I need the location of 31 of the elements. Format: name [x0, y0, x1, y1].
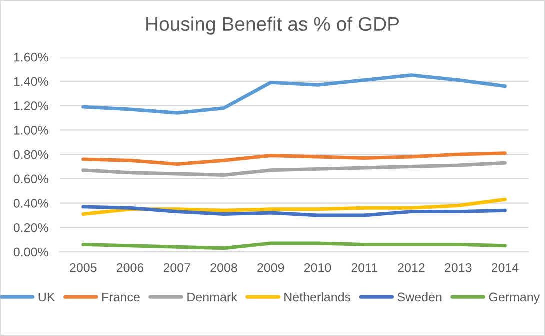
x-tick-label: 2006 — [116, 263, 144, 272]
legend-label: Germany — [489, 292, 540, 304]
legend-label: Netherlands — [284, 292, 351, 302]
line-series — [82, 152, 507, 166]
x-tick-label: 2007 — [164, 263, 190, 272]
y-tick-label: 0.60% — [14, 174, 48, 184]
legend-label: Sweden — [398, 292, 442, 302]
y-tick-label: 0.80% — [14, 150, 48, 160]
y-tick-label: 1.20% — [14, 102, 48, 110]
chart-title: Housing Benefit as % of GDP — [146, 16, 400, 35]
y-tick-label: 1.60% — [14, 52, 48, 62]
legend-label: France — [102, 292, 140, 302]
x-tick-label: 2010 — [304, 263, 332, 272]
x-tick-label: 2011 — [352, 263, 378, 272]
line-series — [82, 198, 507, 216]
y-tick-label: 0.00% — [14, 248, 48, 257]
x-tick-label: 2008 — [210, 263, 238, 272]
x-tick-label: 2012 — [398, 263, 425, 272]
y-tick-label: 0.20% — [14, 223, 48, 232]
y-tick-label: 1.40% — [14, 77, 48, 86]
x-tick-label: 2013 — [445, 263, 472, 272]
legend-label: UK — [38, 292, 56, 302]
y-tick-label: 1.00% — [14, 126, 48, 135]
line-series — [82, 205, 507, 218]
legend-label: Denmark — [188, 292, 238, 302]
line-series — [82, 74, 507, 115]
x-tick-label: 2009 — [258, 263, 284, 272]
x-tick-label: 2014 — [492, 263, 519, 272]
x-tick-label: 2005 — [70, 263, 97, 272]
y-tick-label: 0.40% — [14, 199, 48, 208]
line-series — [82, 161, 507, 177]
